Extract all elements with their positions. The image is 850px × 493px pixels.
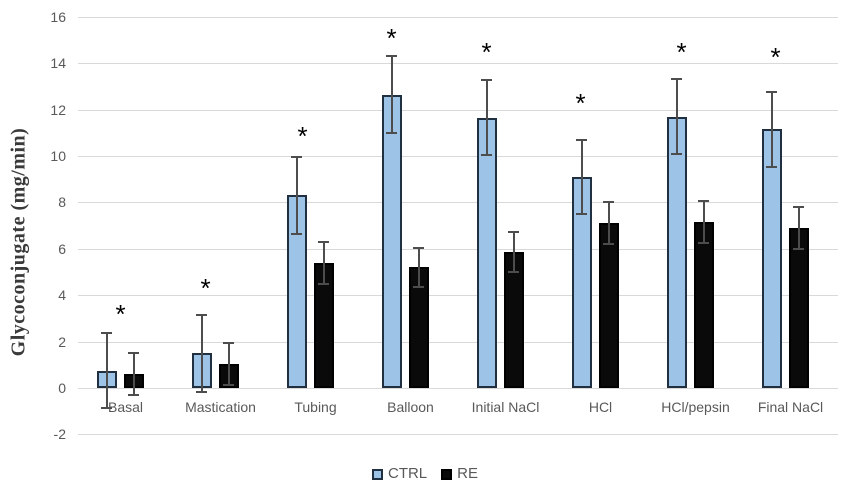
bar-re-7 <box>788 227 809 388</box>
error-bar-cap-top <box>576 138 587 141</box>
error-bar <box>105 332 108 409</box>
y-tick-label: 6 <box>58 240 66 257</box>
error-bar-cap-bottom <box>101 406 112 409</box>
y-tick-label: 0 <box>58 380 66 396</box>
legend-label-re: RE <box>457 465 478 482</box>
error-bar <box>295 156 298 235</box>
significance-asterisk: * <box>297 120 308 151</box>
error-bar-cap-bottom <box>698 242 709 245</box>
error-bar-cap-top <box>698 200 709 203</box>
error-bar-cap-top <box>413 246 424 249</box>
significance-asterisk: * <box>481 37 492 68</box>
x-axis-label: HCl/pepsin <box>661 399 730 415</box>
error-bar-cap-bottom <box>223 383 234 386</box>
error-bar-cap-top <box>196 313 207 316</box>
error-bar-cap-top <box>101 332 112 335</box>
gridline <box>78 109 838 111</box>
significance-asterisk: * <box>386 23 397 54</box>
significance-asterisk: * <box>200 272 211 303</box>
x-axis-label: Final NaCl <box>757 399 824 415</box>
y-tick-label: 2 <box>58 333 66 350</box>
error-bar-cap-bottom <box>481 154 492 156</box>
gridline <box>78 341 838 343</box>
error-bar <box>227 341 230 386</box>
legend-swatch-re <box>441 468 453 480</box>
bar-re-6 <box>693 222 714 388</box>
bar-re-5 <box>598 223 619 388</box>
error-bar-cap-top <box>508 231 519 234</box>
error-bar-cap-bottom <box>508 271 519 274</box>
bar-ctrl-3 <box>381 94 402 388</box>
error-bar <box>702 200 705 245</box>
gridline <box>78 202 838 204</box>
error-bar <box>770 91 773 168</box>
error-bar-cap-bottom <box>793 248 804 250</box>
x-axis-label: HCl <box>588 399 613 415</box>
error-bar-cap-top <box>481 79 492 82</box>
y-tick-label: 8 <box>58 194 66 211</box>
x-axis-label: Basal <box>107 399 144 415</box>
error-bar-cap-top <box>766 91 777 93</box>
error-bar <box>485 79 488 156</box>
bar-ctrl-7 <box>761 129 782 388</box>
bar-ctrl-4 <box>476 117 497 388</box>
error-bar-cap-bottom <box>766 165 777 168</box>
error-bar <box>580 138 583 216</box>
error-bar-cap-top <box>603 201 614 204</box>
y-tick-label: 12 <box>50 101 66 118</box>
error-bar-cap-top <box>128 352 139 354</box>
significance-asterisk: * <box>770 41 781 72</box>
error-bar <box>322 240 325 285</box>
error-bar <box>797 205 800 250</box>
legend-swatch-ctrl <box>371 468 383 480</box>
y-tick-label: 14 <box>50 55 66 72</box>
error-bar-cap-bottom <box>291 232 302 235</box>
error-bar-cap-top <box>793 205 804 208</box>
error-bar <box>200 313 203 393</box>
x-axis-label: Mastication <box>185 399 256 415</box>
x-axis-label: Tubing <box>294 399 337 415</box>
error-bar-cap-bottom <box>671 152 682 155</box>
error-bar <box>417 246 420 289</box>
error-bar-cap-bottom <box>128 394 139 397</box>
gridline <box>78 295 838 297</box>
error-bar <box>512 231 515 274</box>
gridline <box>78 248 838 250</box>
significance-asterisk: * <box>115 299 126 330</box>
y-tick-label: 10 <box>50 148 66 164</box>
error-bar-cap-top <box>223 341 234 344</box>
error-bar-cap-top <box>318 240 329 243</box>
error-bar-cap-bottom <box>413 286 424 289</box>
error-bar-cap-bottom <box>603 243 614 246</box>
error-bar <box>607 201 610 246</box>
y-tick-label: -2 <box>53 426 66 443</box>
significance-asterisk: * <box>575 88 586 119</box>
legend-item-re: RE <box>441 466 478 482</box>
error-bar-cap-top <box>386 55 397 58</box>
gridline <box>78 16 838 18</box>
legend-item-ctrl: CTRL <box>371 465 428 482</box>
gridline <box>78 156 838 157</box>
gridline <box>78 434 838 436</box>
error-bar-cap-top <box>671 78 682 81</box>
y-tick-label: 16 <box>50 8 66 25</box>
error-bar <box>675 78 678 155</box>
significance-asterisk: * <box>676 37 687 68</box>
x-axis-label: Initial NaCl <box>471 399 540 415</box>
y-tick-label: 4 <box>58 287 66 304</box>
error-bar <box>132 352 135 397</box>
legend: CTRL RE <box>0 466 850 482</box>
error-bar-cap-bottom <box>318 282 329 285</box>
error-bar-cap-bottom <box>196 390 207 393</box>
error-bar-cap-bottom <box>576 213 587 216</box>
error-bar-cap-bottom <box>386 132 397 134</box>
error-bar-cap-top <box>291 156 302 158</box>
bar-ctrl-6 <box>666 116 687 388</box>
legend-label-ctrl: CTRL <box>387 465 428 482</box>
gridline <box>78 63 838 65</box>
x-axis-label: Balloon <box>387 399 434 415</box>
error-bar <box>390 55 393 134</box>
gridline <box>78 388 838 389</box>
